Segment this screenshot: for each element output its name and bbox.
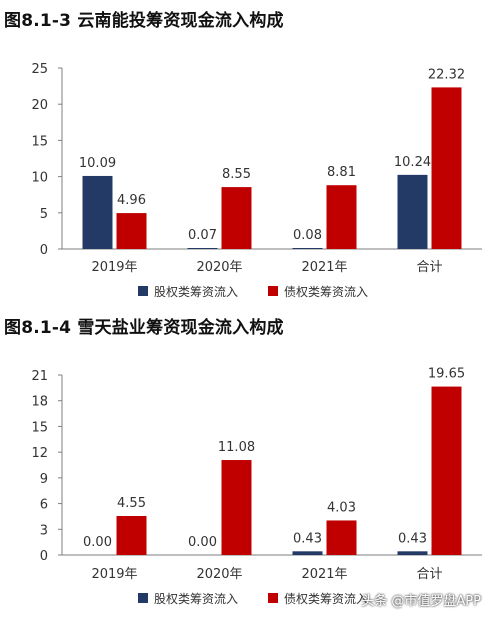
chart2-legend-label: 股权类筹资流入 (154, 592, 238, 606)
chart1-bar-equity (397, 174, 428, 249)
chart1-data-label: 0.07 (188, 228, 217, 243)
chart2-data-label: 4.03 (327, 500, 356, 515)
chart1-bar-equity (82, 175, 113, 249)
chart2-ytick-label: 0 (40, 549, 48, 564)
chart2-bar-debt (431, 386, 462, 555)
chart2-ytick-label: 6 (40, 498, 48, 513)
chart2-data-label: 11.08 (218, 440, 255, 455)
chart1-category-label: 2019年 (91, 260, 137, 275)
chart2-category-label: 2021年 (301, 567, 347, 582)
chart2-category-label: 2019年 (91, 567, 137, 582)
chart1-data-label: 8.55 (222, 167, 251, 182)
chart2-legend-label: 债权类筹资流入 (284, 592, 368, 606)
chart1-legend-swatch (268, 286, 278, 296)
chart1-bar-debt (326, 185, 357, 249)
chart2-data-label: 19.65 (428, 367, 465, 382)
chart1-bar-debt (431, 87, 462, 249)
chart1-ytick-label: 20 (31, 98, 48, 113)
chart1-ytick-label: 25 (31, 62, 48, 77)
chart1-data-label: 10.24 (394, 155, 431, 170)
chart2-category-label: 2020年 (196, 567, 242, 582)
chart2-bar-debt (326, 520, 357, 555)
chart1-ytick-label: 15 (31, 134, 48, 149)
chart1-ytick-label: 10 (31, 171, 48, 186)
chart1-bar-equity (292, 248, 323, 249)
chart2-bar-debt (116, 516, 147, 555)
chart2-legend-swatch (138, 593, 148, 603)
chart2-data-label: 0.00 (188, 535, 217, 550)
chart1-data-label: 22.32 (428, 67, 465, 82)
chart1-ytick-label: 0 (40, 243, 48, 258)
chart2-legend-swatch (268, 593, 278, 603)
chart2-data-label: 4.55 (117, 496, 146, 511)
watermark: 头条 @市值罗盘APP (361, 594, 481, 609)
chart2-ytick-label: 9 (40, 472, 48, 487)
chart1-data-label: 4.96 (117, 193, 146, 208)
chart2-data-label: 0.43 (293, 531, 322, 546)
chart2-bar-equity (292, 551, 323, 555)
chart1-category-label: 2021年 (301, 260, 347, 275)
chart1-ytick-label: 5 (40, 207, 48, 222)
chart1-data-label: 10.09 (79, 156, 116, 171)
chart1-bar-equity (187, 248, 218, 249)
chart1-category-label: 合计 (416, 260, 442, 275)
chart2-ytick-label: 15 (31, 420, 48, 435)
chart2-ytick-label: 21 (31, 369, 48, 384)
chart1-plot: 0 5 10 15 20 25 10.09 4.96 2019年 0.07 8.55 2020年 0.0… (31, 62, 482, 299)
chart1-bar-debt (221, 187, 252, 249)
chart2-data-label: 0.00 (83, 535, 112, 550)
chart2-ytick-label: 3 (40, 523, 48, 538)
chart1-category-label: 2020年 (196, 260, 242, 275)
chart1-legend-swatch (138, 286, 148, 296)
chart2-ytick-label: 18 (31, 395, 48, 410)
chart2-category-label: 合计 (416, 567, 442, 582)
chart1-bar-debt (116, 213, 147, 249)
chart2-title: 图8.1-4 雪天盐业筹资现金流入构成 (4, 318, 284, 338)
chart2-bar-debt (221, 460, 252, 555)
chart1-data-label: 0.08 (293, 228, 322, 243)
chart2-bar-equity (397, 551, 428, 555)
chart1-legend-label: 债权类筹资流入 (284, 285, 368, 299)
chart2-data-label: 0.43 (398, 531, 427, 546)
chart1-title: 图8.1-3 云南能投筹资现金流入构成 (4, 11, 284, 31)
chart1-legend-label: 股权类筹资流入 (154, 285, 238, 299)
chart2-ytick-label: 12 (31, 446, 48, 461)
chart1-data-label: 8.81 (327, 165, 356, 180)
